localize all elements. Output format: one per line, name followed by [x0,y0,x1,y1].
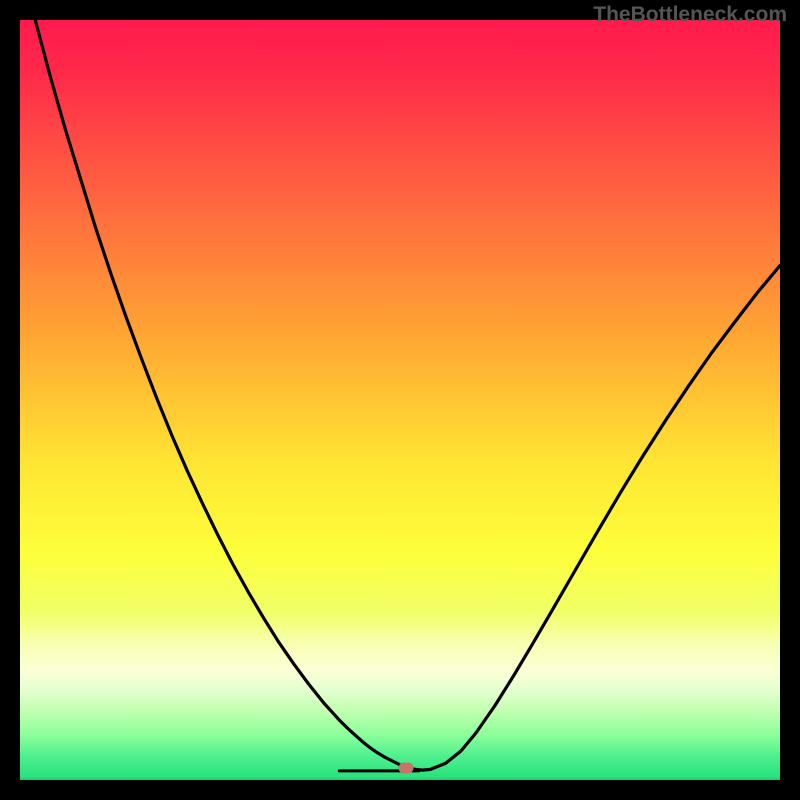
bottleneck-curve [20,20,780,770]
curve-layer [20,20,780,780]
plot-area [20,20,780,780]
watermark-text: TheBottleneck.com [593,3,787,27]
chart-container: { "meta": { "watermark_text": "TheBottle… [0,0,800,800]
optimal-marker [399,762,414,773]
